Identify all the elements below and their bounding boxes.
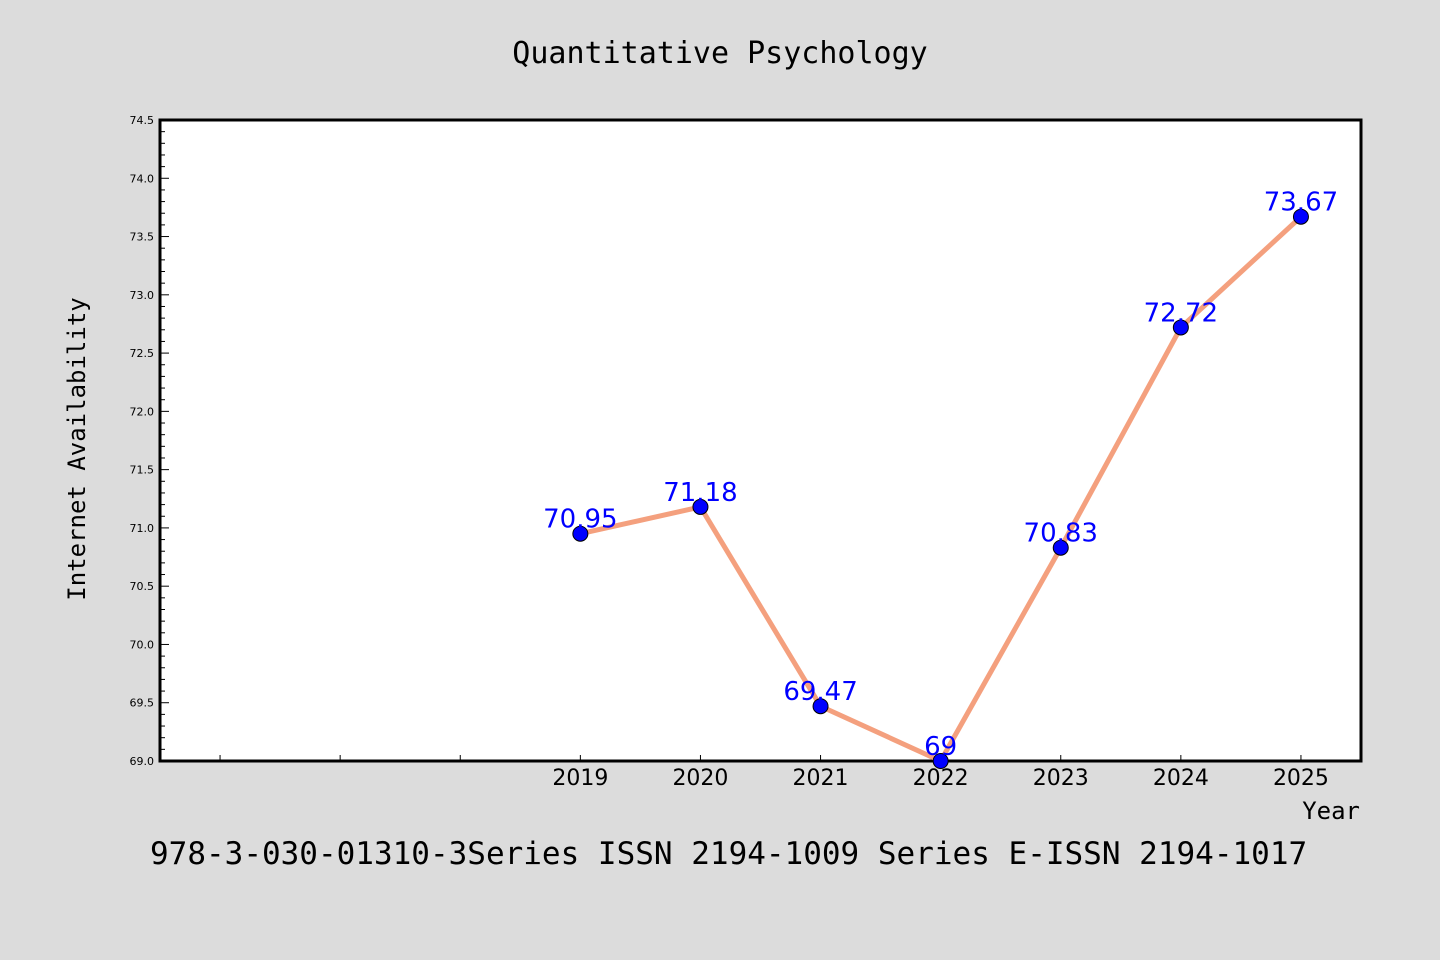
y-axis-title: Internet Availability <box>63 297 91 600</box>
data-point <box>812 698 829 715</box>
data-label: 71.18 <box>663 478 737 508</box>
tick-labels: 69.0 69.5 70.0 70.5 71.0 71.5 72.0 72.5 73.0 73.5… <box>130 114 1329 791</box>
data-point <box>1052 539 1069 556</box>
x-tick-label: 2022 <box>913 766 969 791</box>
data-point <box>1292 208 1309 225</box>
data-label: 73.67 <box>1264 188 1338 218</box>
x-tick-label: 2020 <box>672 766 728 791</box>
y-tick-label: 74.0 <box>130 172 155 185</box>
y-tick-label: 70.5 <box>130 580 155 593</box>
data-label: 70.83 <box>1024 519 1098 549</box>
y-tick-label: 71.5 <box>130 464 155 477</box>
x-tick-label: 2025 <box>1273 766 1329 791</box>
x-tick-label: 2024 <box>1153 766 1209 791</box>
x-tick-label: 2021 <box>793 766 849 791</box>
data-point <box>932 753 949 769</box>
x-axis-title: Year <box>1302 797 1360 825</box>
chart-caption: 978-3-030-01310-3Series ISSN 2194-1009 S… <box>150 836 1307 872</box>
y-tick-label: 73.0 <box>130 289 155 302</box>
y-tick-label: 73.5 <box>130 231 155 244</box>
data-point <box>692 498 709 515</box>
y-tick-label: 72.0 <box>130 405 155 418</box>
data-label: 70.95 <box>543 505 617 535</box>
x-tick-label: 2019 <box>552 766 608 791</box>
data-label: 72.72 <box>1144 298 1218 328</box>
y-tick-label: 74.5 <box>130 114 155 127</box>
y-tick-label: 72.5 <box>130 347 155 360</box>
y-tick-label: 70.0 <box>130 638 155 651</box>
axis-ticks <box>160 119 1302 762</box>
y-tick-label: 71.0 <box>130 522 155 535</box>
plot-area <box>158 118 1363 763</box>
y-tick-label: 69.0 <box>130 755 155 768</box>
x-tick-label: 2023 <box>1033 766 1089 791</box>
data-label: 69 <box>924 732 957 762</box>
data-point <box>572 525 589 542</box>
data-label: 69.47 <box>783 677 857 707</box>
y-tick-label: 69.5 <box>130 697 155 710</box>
series-layer: 70.95 71.18 69.47 69 70.83 72.72 73.67 <box>543 188 1338 769</box>
data-point <box>1172 319 1189 336</box>
chart-title: Quantitative Psychology <box>512 36 927 71</box>
